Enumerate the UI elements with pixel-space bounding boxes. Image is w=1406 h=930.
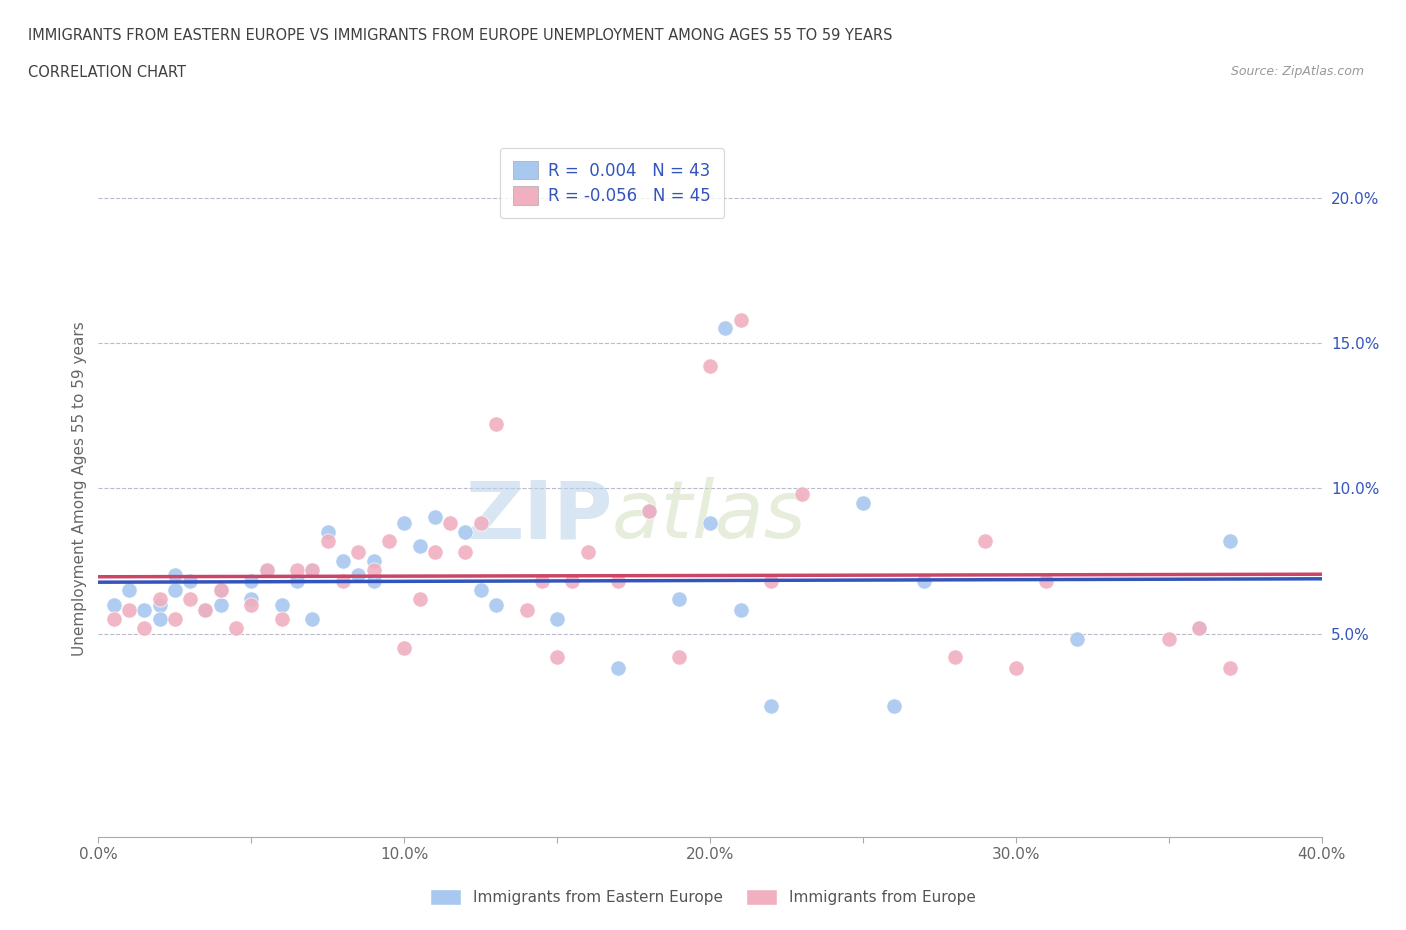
Point — [668, 591, 690, 606]
Point — [408, 591, 430, 606]
Point — [209, 597, 232, 612]
Point — [439, 515, 461, 530]
Point — [546, 612, 568, 627]
Point — [423, 545, 446, 560]
Point — [363, 553, 385, 568]
Point — [163, 568, 186, 583]
Point — [699, 515, 721, 530]
Point — [668, 649, 690, 664]
Point — [316, 525, 339, 539]
Point — [561, 574, 583, 589]
Point — [209, 582, 232, 597]
Point — [485, 417, 508, 432]
Point — [301, 612, 323, 627]
Point — [637, 504, 661, 519]
Point — [149, 591, 172, 606]
Point — [1219, 533, 1241, 548]
Text: ZIP: ZIP — [465, 477, 612, 555]
Legend: R =  0.004   N = 43, R = -0.056   N = 45: R = 0.004 N = 43, R = -0.056 N = 45 — [501, 148, 724, 219]
Point — [408, 539, 430, 554]
Point — [103, 597, 125, 612]
Point — [103, 612, 125, 627]
Point — [285, 574, 308, 589]
Point — [194, 603, 217, 618]
Point — [163, 612, 186, 627]
Point — [423, 510, 446, 525]
Point — [516, 603, 538, 618]
Point — [347, 568, 370, 583]
Point — [470, 515, 492, 530]
Point — [118, 603, 141, 618]
Point — [378, 533, 401, 548]
Point — [730, 603, 752, 618]
Point — [134, 603, 156, 618]
Point — [974, 533, 997, 548]
Point — [134, 620, 156, 635]
Point — [1035, 574, 1057, 589]
Point — [332, 574, 354, 589]
Point — [1066, 632, 1088, 647]
Point — [912, 574, 935, 589]
Point — [546, 649, 568, 664]
Point — [332, 553, 354, 568]
Point — [699, 359, 721, 374]
Point — [576, 545, 599, 560]
Point — [149, 612, 172, 627]
Point — [759, 698, 782, 713]
Point — [194, 603, 217, 618]
Text: CORRELATION CHART: CORRELATION CHART — [28, 65, 186, 80]
Point — [179, 591, 201, 606]
Point — [363, 562, 385, 577]
Point — [392, 641, 416, 656]
Point — [285, 562, 308, 577]
Point — [485, 597, 508, 612]
Point — [240, 597, 263, 612]
Point — [607, 661, 630, 676]
Text: IMMIGRANTS FROM EASTERN EUROPE VS IMMIGRANTS FROM EUROPE UNEMPLOYMENT AMONG AGES: IMMIGRANTS FROM EASTERN EUROPE VS IMMIGR… — [28, 28, 893, 43]
Point — [1188, 620, 1211, 635]
Point — [637, 504, 661, 519]
Point — [118, 582, 141, 597]
Y-axis label: Unemployment Among Ages 55 to 59 years: Unemployment Among Ages 55 to 59 years — [72, 321, 87, 656]
Point — [852, 496, 875, 511]
Point — [530, 574, 553, 589]
Point — [759, 574, 782, 589]
Point — [270, 612, 292, 627]
Point — [301, 562, 323, 577]
Point — [392, 515, 416, 530]
Point — [240, 574, 263, 589]
Point — [363, 574, 385, 589]
Point — [270, 597, 292, 612]
Point — [301, 562, 323, 577]
Legend: Immigrants from Eastern Europe, Immigrants from Europe: Immigrants from Eastern Europe, Immigran… — [423, 882, 983, 913]
Point — [607, 574, 630, 589]
Point — [883, 698, 905, 713]
Text: atlas: atlas — [612, 477, 807, 555]
Point — [714, 321, 737, 336]
Point — [1004, 661, 1026, 676]
Point — [470, 582, 492, 597]
Text: Source: ZipAtlas.com: Source: ZipAtlas.com — [1230, 65, 1364, 78]
Point — [316, 533, 339, 548]
Point — [943, 649, 966, 664]
Point — [730, 312, 752, 327]
Point — [454, 545, 477, 560]
Point — [163, 582, 186, 597]
Point — [1157, 632, 1180, 647]
Point — [347, 545, 370, 560]
Point — [790, 486, 813, 501]
Point — [225, 620, 247, 635]
Point — [209, 582, 232, 597]
Point — [149, 597, 172, 612]
Point — [256, 562, 278, 577]
Point — [256, 562, 278, 577]
Point — [454, 525, 477, 539]
Point — [240, 591, 263, 606]
Point — [1219, 661, 1241, 676]
Point — [179, 574, 201, 589]
Point — [1188, 620, 1211, 635]
